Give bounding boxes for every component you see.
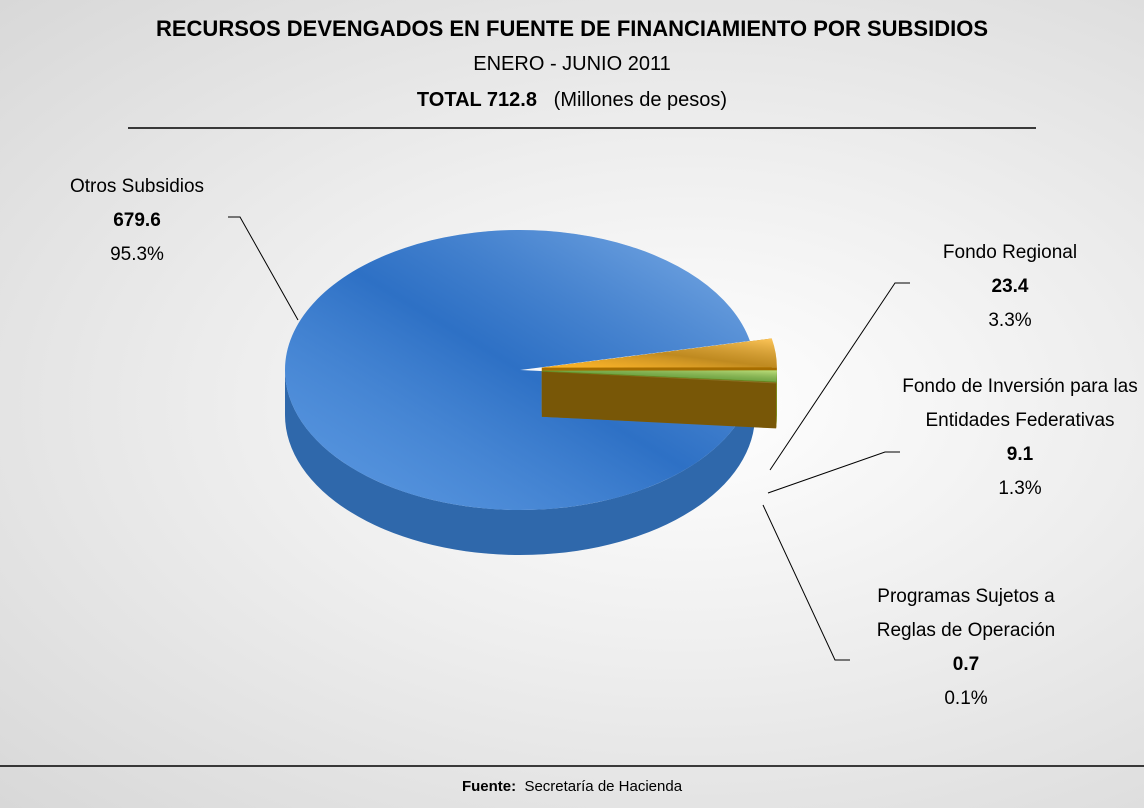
total-line: TOTAL 712.8 (Millones de pesos) <box>0 89 1144 112</box>
total: TOTAL 712.8 <box>417 89 537 111</box>
leader-line <box>768 452 900 493</box>
page: RECURSOS DEVENGADOS EN FUENTE DE FINANCI… <box>0 0 1144 808</box>
category-label: Otros Subsidios <box>37 170 237 204</box>
value-label: 679.6 <box>37 204 237 238</box>
chart-title: RECURSOS DEVENGADOS EN FUENTE DE FINANCI… <box>0 16 1144 42</box>
leader-line <box>770 283 910 470</box>
source: Secretaría de Hacienda <box>524 778 682 795</box>
category-label: Fondo de Inversión para las Entidades Fe… <box>900 370 1140 438</box>
source-line: Fuente: Secretaría de Hacienda <box>0 778 1144 795</box>
source-label: Fuente: <box>462 778 516 795</box>
category-label: Fondo Regional <box>905 236 1115 270</box>
units: (Millones de pesos) <box>554 89 727 111</box>
share-label: 0.1% <box>850 682 1082 716</box>
slice-label: Fondo de Inversión para las Entidades Fe… <box>900 370 1140 506</box>
leader-line <box>763 505 850 660</box>
chart-subtitle: ENERO - JUNIO 2011 <box>0 53 1144 76</box>
share-label: 3.3% <box>905 304 1115 338</box>
value-label: 0.7 <box>850 648 1082 682</box>
value-label: 23.4 <box>905 270 1115 304</box>
category-label: Programas Sujetos a Reglas de Operación <box>850 580 1082 648</box>
value-label: 9.1 <box>900 438 1140 472</box>
leader-line <box>228 217 298 320</box>
share-label: 1.3% <box>900 472 1140 506</box>
share-label: 95.3% <box>37 238 237 272</box>
